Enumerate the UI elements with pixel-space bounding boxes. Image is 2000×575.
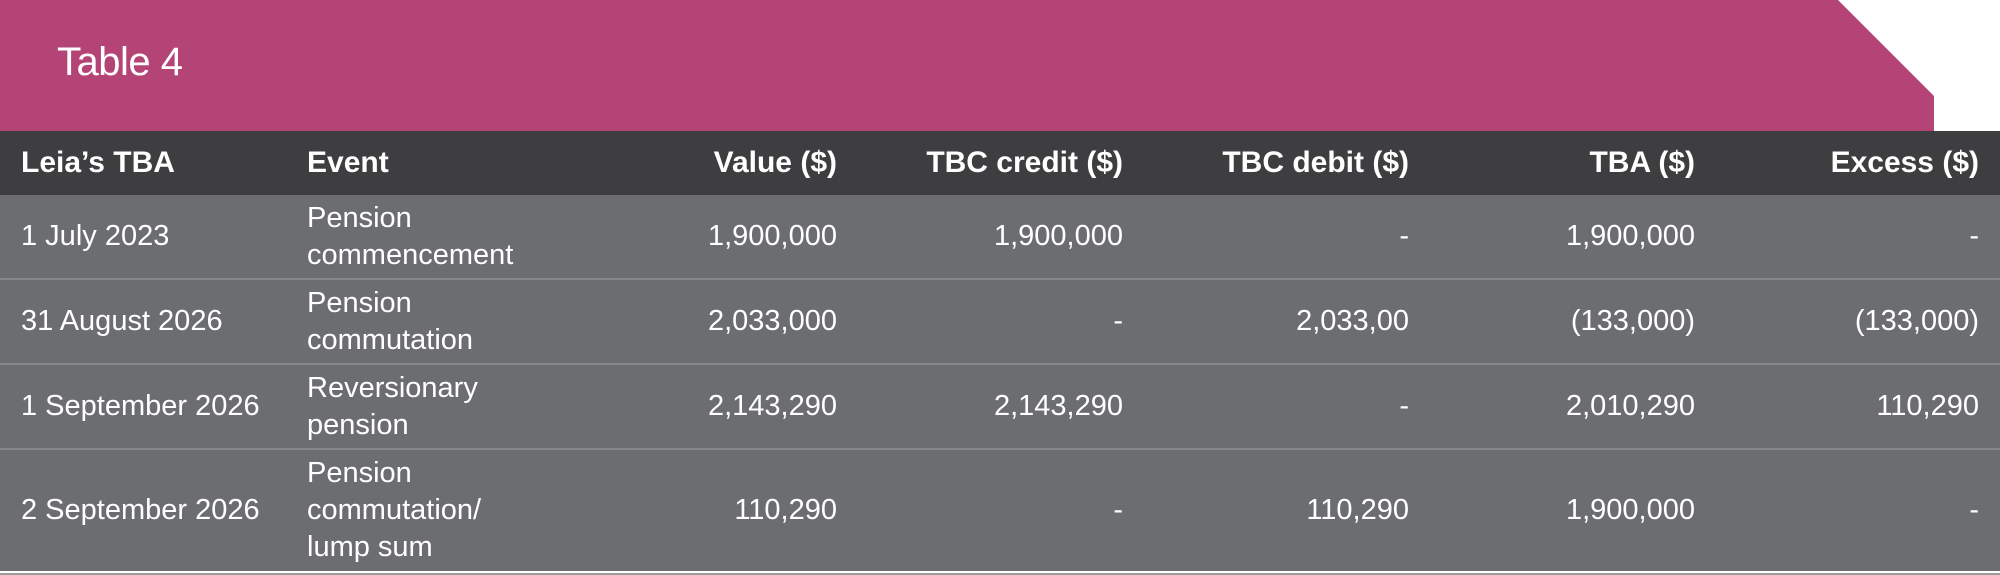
header-event: Event	[286, 131, 572, 195]
cell-tbc-debit: 110,290	[1144, 448, 1430, 571]
table-banner: Table 4	[0, 0, 1934, 131]
table-row: 1 September 2026 Reversionary pension 2,…	[0, 363, 2000, 449]
header-tbc-debit: TBC debit ($)	[1144, 131, 1430, 195]
table-title: Table 4	[57, 40, 183, 84]
header-tbc-credit: TBC credit ($)	[858, 131, 1144, 195]
cell-tbc-credit: 1,900,000	[858, 195, 1144, 279]
cell-value: 2,033,000	[572, 278, 858, 364]
cell-tbc-debit: -	[1144, 363, 1430, 449]
header-tba: TBA ($)	[1430, 131, 1716, 195]
header-leias-tba: Leia’s TBA	[0, 131, 286, 195]
cell-date: 1 July 2023	[0, 195, 286, 279]
header-value: Value ($)	[572, 131, 858, 195]
cell-tbc-debit: -	[1144, 195, 1430, 279]
tba-table: Leia’s TBA Event Value ($) TBC credit ($…	[0, 131, 2000, 571]
cell-excess: -	[1716, 195, 2000, 279]
cell-tba: (133,000)	[1430, 278, 1716, 364]
header-excess: Excess ($)	[1716, 131, 2000, 195]
cell-tbc-debit: 2,033,00	[1144, 278, 1430, 364]
table-bottom-rule	[0, 573, 2000, 575]
cell-excess: -	[1716, 448, 2000, 571]
cell-event: Pension commencement	[286, 195, 572, 279]
cell-value: 2,143,290	[572, 363, 858, 449]
table-row: 31 August 2026 Pension commutation 2,033…	[0, 278, 2000, 364]
cell-value: 110,290	[572, 448, 858, 571]
cell-tbc-credit: -	[858, 278, 1144, 364]
table-row: 1 July 2023 Pension commencement 1,900,0…	[0, 195, 2000, 279]
cell-event: Reversionary pension	[286, 363, 572, 449]
header-row: Leia’s TBA Event Value ($) TBC credit ($…	[0, 131, 2000, 195]
cell-date: 2 September 2026	[0, 448, 286, 571]
table-row: 2 September 2026 Pension commutation/ lu…	[0, 448, 2000, 571]
cell-tba: 2,010,290	[1430, 363, 1716, 449]
cell-excess: (133,000)	[1716, 278, 2000, 364]
cell-tbc-credit: -	[858, 448, 1144, 571]
cell-date: 31 August 2026	[0, 278, 286, 364]
cell-event: Pension commutation/ lump sum	[286, 448, 572, 571]
cell-value: 1,900,000	[572, 195, 858, 279]
cell-date: 1 September 2026	[0, 363, 286, 449]
cell-tba: 1,900,000	[1430, 195, 1716, 279]
cell-excess: 110,290	[1716, 363, 2000, 449]
cell-event: Pension commutation	[286, 278, 572, 364]
cell-tbc-credit: 2,143,290	[858, 363, 1144, 449]
cell-tba: 1,900,000	[1430, 448, 1716, 571]
